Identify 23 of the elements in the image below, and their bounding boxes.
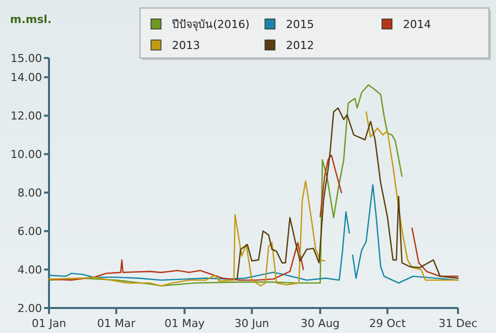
legend-label: ปีปัจจุบัน(2016) bbox=[171, 18, 250, 31]
legend-label: 2013 bbox=[172, 39, 200, 52]
x-tick-label: 30 Aug bbox=[300, 317, 340, 330]
y-tick-label: 8.00 bbox=[18, 186, 42, 200]
y-tick-label: 15.00 bbox=[10, 52, 42, 65]
y-tick-label: 14.00 bbox=[10, 71, 42, 84]
x-tick-label: 01 May bbox=[164, 317, 206, 330]
x-tick-label: 01 Jan bbox=[32, 317, 66, 330]
x-tick-label: 30 Jun bbox=[234, 317, 270, 330]
y-tick-label: 2.00 bbox=[18, 302, 42, 315]
y-tick-label: 6.00 bbox=[18, 225, 42, 238]
line-series bbox=[48, 84, 403, 287]
legend-label: 2012 bbox=[286, 39, 314, 52]
x-tick-label: 31 Dec bbox=[438, 317, 478, 330]
y-axis-title: m.msl. bbox=[10, 13, 52, 26]
y-tick-label: 10.00 bbox=[10, 148, 42, 162]
y-tick-label: 4.00 bbox=[18, 264, 42, 277]
x-tick-label: 29 Oct bbox=[369, 317, 406, 330]
line-series bbox=[236, 107, 459, 279]
x-tick-label: 01 Mar bbox=[97, 317, 136, 330]
legend-label: 2014 bbox=[403, 18, 431, 31]
legend-label: 2015 bbox=[286, 18, 314, 31]
y-tick-label: 12.00 bbox=[10, 110, 42, 123]
